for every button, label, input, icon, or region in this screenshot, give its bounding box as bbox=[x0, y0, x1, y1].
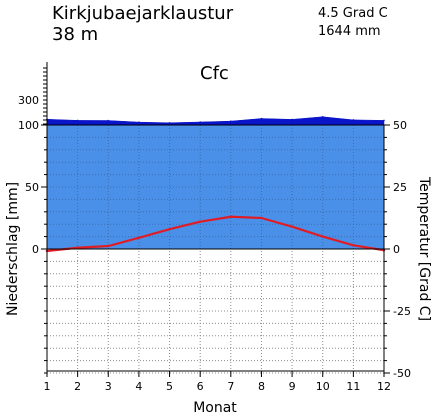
climate-class: Cfc bbox=[200, 63, 229, 84]
x-tick-label: 11 bbox=[346, 380, 360, 393]
precipitation-point bbox=[230, 120, 232, 122]
y-axis-left-label: Niederschlag [mm] bbox=[5, 182, 21, 316]
temperature-point bbox=[107, 244, 110, 248]
y-right-tick-label: 0 bbox=[393, 243, 400, 256]
precipitation-excess-area bbox=[46, 116, 385, 126]
x-tick-label: 6 bbox=[197, 380, 204, 393]
temperature-point bbox=[260, 216, 263, 220]
temperature-point bbox=[352, 244, 355, 247]
y-axis-right-label: Temperatur [Grad C] bbox=[416, 176, 432, 321]
mean-temperature-text: 4.5 Grad C bbox=[318, 6, 388, 21]
precipitation-point bbox=[291, 118, 293, 121]
y-left-tick-label: 50 bbox=[25, 181, 39, 194]
precipitation-point bbox=[138, 121, 140, 123]
precipitation-point bbox=[383, 119, 385, 122]
precipitation-point bbox=[168, 121, 171, 124]
temperature-point bbox=[168, 227, 171, 231]
precipitation-point bbox=[199, 121, 201, 123]
x-tick-label: 1 bbox=[44, 380, 51, 393]
y-right-tick-label: -25 bbox=[393, 305, 411, 318]
temperature-point bbox=[229, 215, 233, 218]
x-axis-label: Monat bbox=[193, 400, 237, 416]
precipitation-point bbox=[321, 115, 324, 118]
station-elevation: 38 m bbox=[52, 24, 98, 45]
x-tick-label: 10 bbox=[316, 380, 330, 393]
axes bbox=[41, 62, 390, 377]
temperature-point bbox=[290, 225, 294, 228]
y-left-tick-label: 300 bbox=[18, 94, 39, 107]
precipitation-point bbox=[352, 119, 355, 121]
y-right-tick-label: 25 bbox=[393, 181, 407, 194]
precipitation-point bbox=[76, 119, 79, 122]
temperature-point bbox=[198, 220, 202, 223]
temperature-point bbox=[76, 246, 79, 249]
y-right-tick-label: -50 bbox=[393, 367, 411, 380]
annual-precipitation-text: 1644 mm bbox=[318, 24, 381, 39]
temperature-series-line bbox=[46, 215, 385, 253]
temperature-point bbox=[321, 235, 324, 238]
precipitation-area bbox=[46, 115, 385, 249]
x-tick-label: 9 bbox=[289, 380, 296, 393]
x-tick-label: 7 bbox=[227, 380, 234, 393]
temperature-point bbox=[137, 236, 141, 240]
y-left-tick-label: 100 bbox=[18, 119, 39, 132]
x-tick-label: 5 bbox=[166, 380, 173, 393]
x-tick-label: 12 bbox=[377, 380, 391, 393]
x-tick-label: 3 bbox=[105, 380, 112, 393]
x-tick-label: 2 bbox=[74, 380, 81, 393]
station-name: Kirkjubaejarklaustur bbox=[52, 3, 234, 24]
y-right-tick-label: 50 bbox=[393, 119, 407, 132]
x-tick-label: 8 bbox=[258, 380, 265, 393]
precipitation-point bbox=[107, 119, 110, 122]
precipitation-point bbox=[260, 117, 263, 120]
temperature-line bbox=[45, 215, 386, 253]
y-left-tick-label: 0 bbox=[32, 243, 39, 256]
x-tick-label: 4 bbox=[135, 380, 142, 393]
